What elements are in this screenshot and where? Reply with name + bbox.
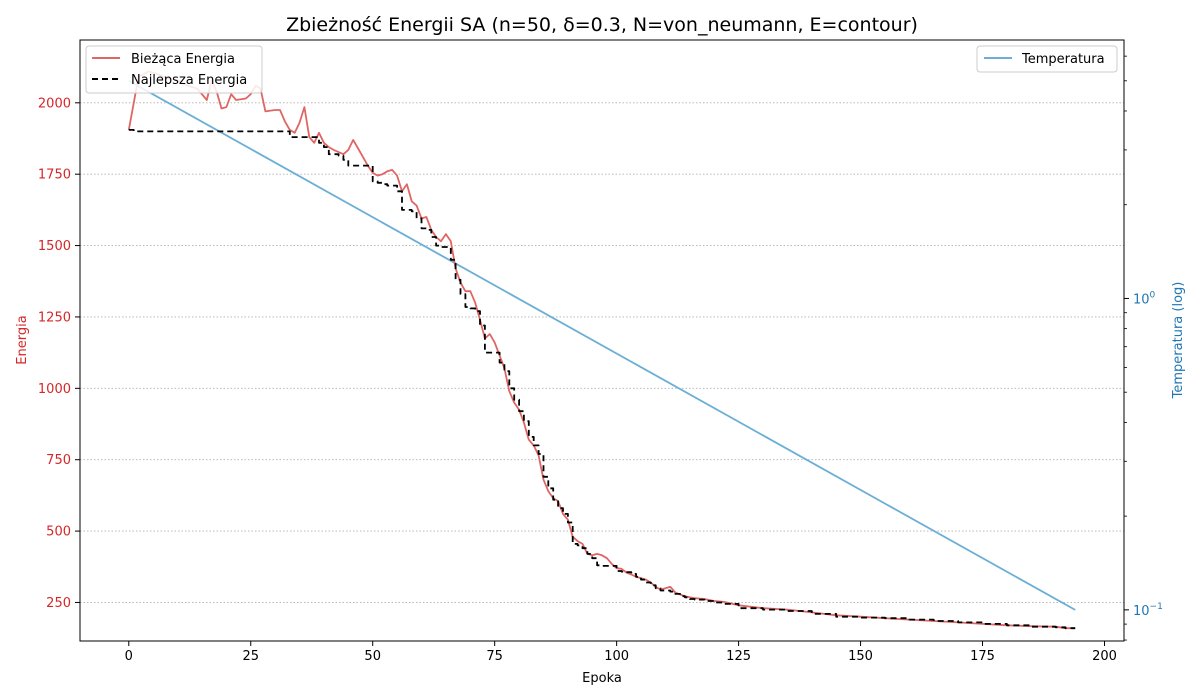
x-tick-label: 175 xyxy=(970,649,995,664)
x-tick-label: 100 xyxy=(604,649,629,664)
chart-title: Zbieżność Energii SA (n=50, δ=0.3, N=von… xyxy=(286,14,918,36)
y-right-axis-label: Temperatura (log) xyxy=(1171,282,1186,400)
x-tick-label: 200 xyxy=(1092,649,1117,664)
legend-current-label: Bieżąca Energia xyxy=(131,52,235,67)
plot-frame xyxy=(79,39,1125,642)
plot-area xyxy=(127,70,1076,630)
y-left-axis-ticks: 250 500 750 1000 1250 1500 1750 2000 xyxy=(38,96,80,611)
x-tick-label: 50 xyxy=(364,649,381,664)
y-left-tick-label: 250 xyxy=(46,596,71,611)
x-tick-label: 150 xyxy=(848,649,873,664)
legend-left: Bieżąca Energia Najlepsza Energia xyxy=(85,45,263,94)
y-left-tick-label: 1000 xyxy=(38,382,71,397)
y-right-axis-ticks: 100 10−1 xyxy=(1124,55,1163,641)
grid-lines xyxy=(80,102,1124,603)
y-left-tick-label: 1500 xyxy=(38,239,71,254)
legend-right-box xyxy=(976,45,1118,73)
current-energy-line xyxy=(127,70,1076,630)
y-left-tick-label: 1250 xyxy=(38,310,71,325)
x-tick-label: 75 xyxy=(486,649,503,664)
y-right-tick-label: 100 xyxy=(1133,290,1156,307)
x-tick-label: 125 xyxy=(726,649,751,664)
y-left-tick-label: 2000 xyxy=(38,96,71,111)
x-tick-label: 0 xyxy=(125,649,133,664)
legend-right: Temperatura xyxy=(976,45,1118,73)
x-tick-label: 25 xyxy=(242,649,259,664)
y-left-axis-label: Energia xyxy=(15,315,30,364)
temperature-line xyxy=(128,80,1076,611)
y-left-tick-label: 500 xyxy=(46,525,71,540)
y-left-tick-label: 750 xyxy=(46,453,71,468)
legend-temperature-label: Temperatura xyxy=(1021,52,1105,67)
y-left-tick-label: 1750 xyxy=(38,168,71,183)
x-axis-ticks: 0 25 50 75 100 125 150 175 200 xyxy=(125,641,1117,664)
legend-left-box xyxy=(85,45,263,94)
legend-best-label: Najlepsza Energia xyxy=(131,73,247,88)
x-axis-label: Epoka xyxy=(582,671,622,686)
y-right-tick-label: 10−1 xyxy=(1133,602,1163,619)
best-energy-line xyxy=(128,129,1076,630)
